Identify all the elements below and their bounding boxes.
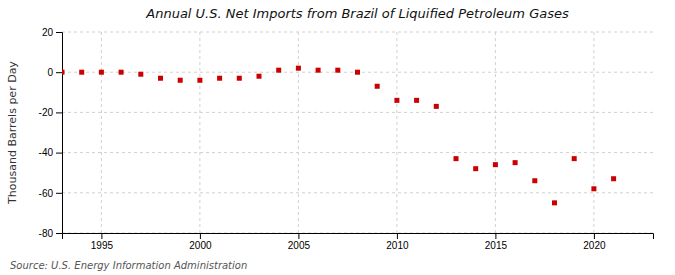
x-axis: 1995 2000 2005 2010 2015 2020 xyxy=(63,233,654,251)
point xyxy=(276,68,281,73)
x-tick-label: 1995 xyxy=(91,240,114,251)
y-tick-label: -20 xyxy=(39,107,54,118)
y-grid-line xyxy=(62,152,653,153)
point xyxy=(158,76,163,81)
point xyxy=(434,104,439,109)
y-tick: -20 xyxy=(39,107,62,118)
y-tick-mark xyxy=(56,193,62,194)
y-tick-mark xyxy=(56,233,62,234)
x-grid-line xyxy=(593,32,594,233)
point xyxy=(237,76,242,81)
x-tick-mark xyxy=(495,233,496,239)
point xyxy=(473,166,478,171)
y-tick-mark xyxy=(56,72,62,73)
point xyxy=(591,186,596,191)
point xyxy=(335,68,340,73)
point xyxy=(552,200,557,205)
point xyxy=(394,98,399,103)
y-axis: -80 -60 -40 -20 0 20 xyxy=(39,27,63,239)
x-tick: 1995 xyxy=(91,233,114,251)
title: Annual U.S. Net Imports from Brazil of L… xyxy=(145,6,569,21)
chart-container: 1995 2000 2005 2010 2015 2020 -80 -60 -40 -20 0 20 A… xyxy=(0,0,675,275)
y-axis-line xyxy=(56,33,63,234)
plot-area: 1995 2000 2005 2010 2015 2020 -80 -60 -40 -20 0 20 xyxy=(39,27,654,251)
x-tick-mark xyxy=(594,233,595,239)
points xyxy=(62,66,616,206)
y-tick: -40 xyxy=(39,147,62,158)
y-tick-mark xyxy=(56,153,62,154)
point xyxy=(257,74,262,79)
y-tick-label: -60 xyxy=(39,188,54,199)
grid xyxy=(62,32,653,233)
point xyxy=(375,84,380,89)
x-tick-label: 2020 xyxy=(583,240,606,251)
point xyxy=(296,66,301,71)
x-tick: 2010 xyxy=(386,233,409,251)
x-tick-label: 2010 xyxy=(386,240,409,251)
point xyxy=(217,76,222,81)
x-tick-mark xyxy=(200,233,201,239)
y-grid-line xyxy=(62,32,653,33)
x-tick: 2020 xyxy=(583,233,606,251)
point xyxy=(414,98,419,103)
chart-svg: 1995 2000 2005 2010 2015 2020 -80 -60 -40 -20 0 20 A… xyxy=(0,0,675,275)
x-tick-label: 2015 xyxy=(485,240,508,251)
x-tick: 2005 xyxy=(288,233,311,251)
y-grid-line xyxy=(62,112,653,113)
x-grid-line xyxy=(298,32,299,233)
x-tick: 2000 xyxy=(189,233,212,251)
point xyxy=(178,78,183,83)
point xyxy=(99,70,104,75)
y-tick: -80 xyxy=(39,228,62,239)
y-tick-mark xyxy=(56,32,62,33)
point xyxy=(611,176,616,181)
y-tick: 0 xyxy=(47,67,62,78)
x-tick-mark xyxy=(298,233,299,239)
y-tick-label: -80 xyxy=(39,228,54,239)
point xyxy=(355,70,360,75)
point xyxy=(513,160,518,165)
point xyxy=(197,78,202,83)
y-tick: 20 xyxy=(42,27,62,38)
x-grid-line xyxy=(495,32,496,233)
y-axis-label: Thousand Barrels per Day xyxy=(6,61,19,205)
annotation: Source: U.S. Energy Information Administ… xyxy=(10,260,247,271)
point xyxy=(493,162,498,167)
point xyxy=(138,72,143,77)
y-tick-label: 0 xyxy=(47,67,53,78)
x-tick: 2015 xyxy=(485,233,508,251)
x-grid-line xyxy=(396,32,397,233)
point xyxy=(62,70,65,75)
x-axis-line xyxy=(63,234,654,240)
y-grid-line xyxy=(62,192,653,193)
x-tick-label: 2000 xyxy=(189,240,212,251)
point xyxy=(454,156,459,161)
y-tick: -60 xyxy=(39,188,62,199)
point xyxy=(572,156,577,161)
point xyxy=(316,68,321,73)
x-grid-line xyxy=(101,32,102,233)
point xyxy=(79,70,84,75)
point xyxy=(532,178,537,183)
y-tick-label: 20 xyxy=(42,27,54,38)
x-tick-mark xyxy=(397,233,398,239)
x-tick-label: 2005 xyxy=(288,240,311,251)
x-grid-line xyxy=(199,32,200,233)
y-tick-label: -40 xyxy=(39,147,54,158)
y-tick-mark xyxy=(56,112,62,113)
point xyxy=(119,70,124,75)
x-tick-mark xyxy=(101,233,102,239)
